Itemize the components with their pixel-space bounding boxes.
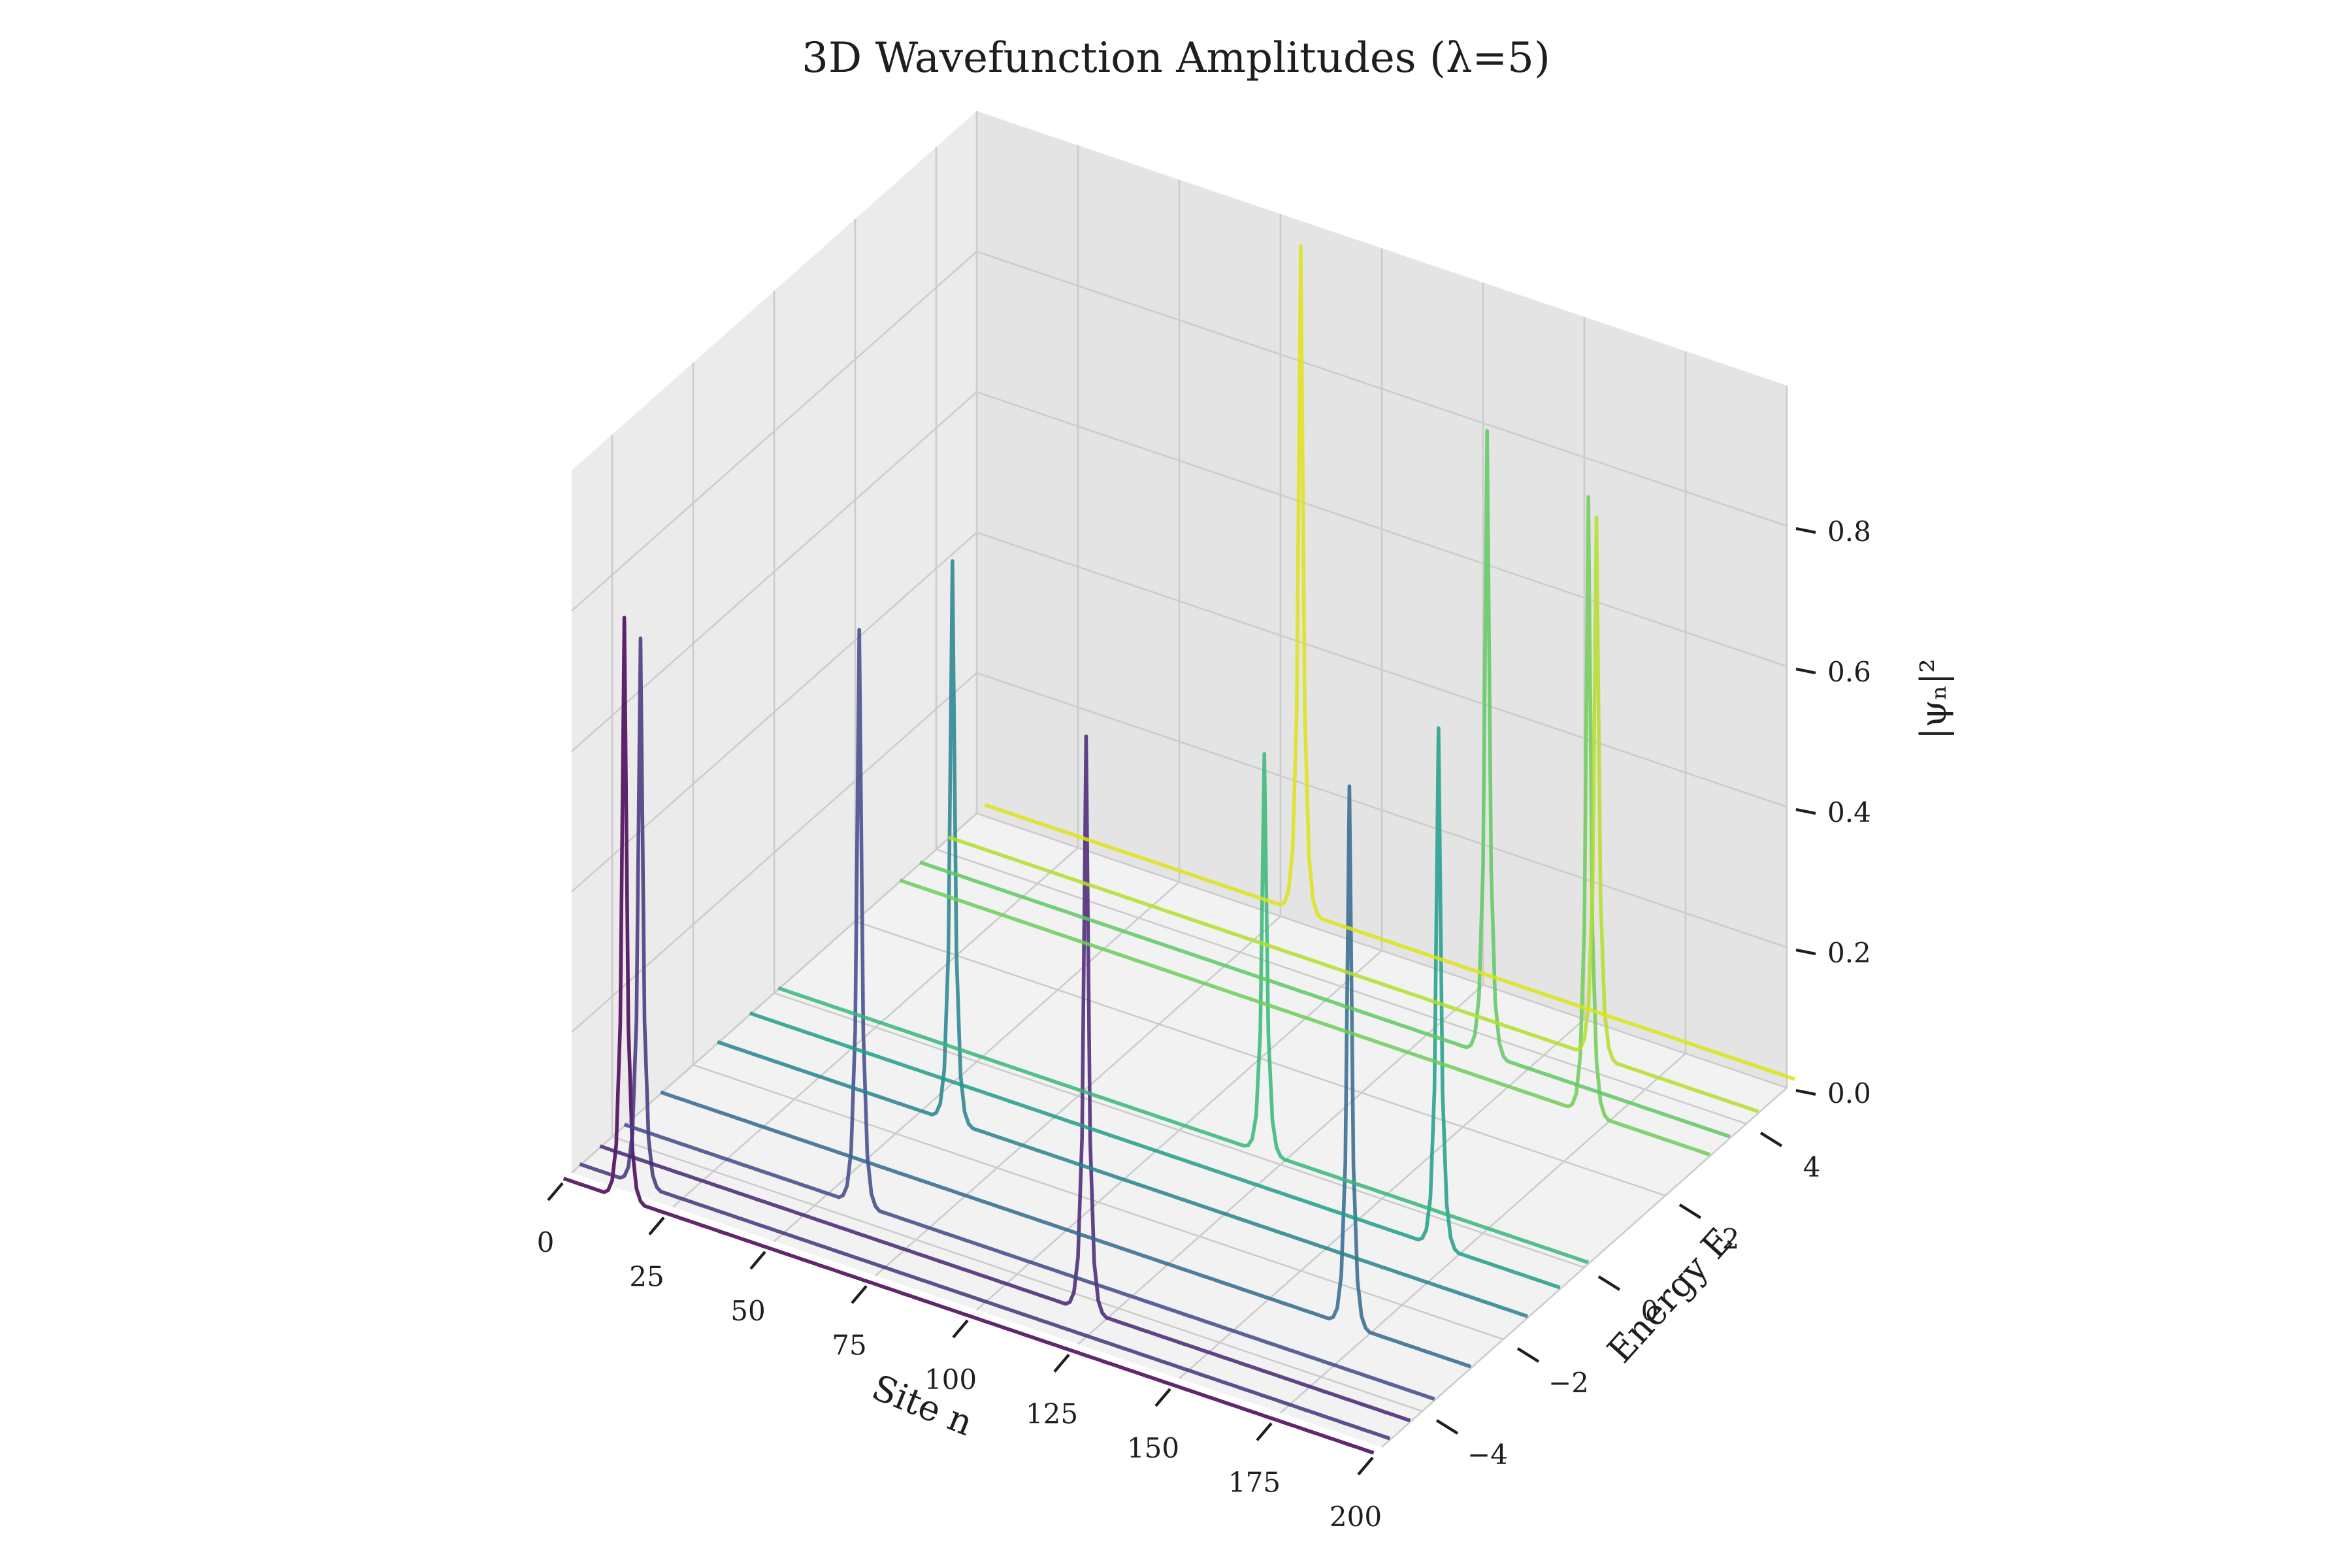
axis-ticks bbox=[547, 527, 1816, 1476]
series-line bbox=[717, 559, 1529, 1318]
x-tick-label: 125 bbox=[1026, 1398, 1078, 1430]
z-tick bbox=[1795, 948, 1816, 956]
x-tick bbox=[1256, 1422, 1273, 1441]
grid-line-z-back bbox=[976, 812, 1788, 1089]
x-tick bbox=[749, 1250, 766, 1270]
grid-line-z-left bbox=[571, 813, 977, 1173]
x-tick bbox=[1154, 1388, 1171, 1407]
grid-line-z-back bbox=[976, 391, 1788, 668]
grid-line-z-back bbox=[976, 672, 1788, 949]
series-line bbox=[984, 244, 1796, 1081]
y-tick-label: −4 bbox=[1467, 1439, 1508, 1471]
tick-labels: 0 25 50 75 100 125 150 175 200 −4 −2 0 2 4 0.0 0.2 0.4 0.… bbox=[537, 515, 1871, 1533]
series-line bbox=[599, 734, 1411, 1422]
x-tick-label: 100 bbox=[924, 1364, 977, 1396]
z-tick-label: 0.8 bbox=[1827, 515, 1871, 547]
y-tick bbox=[1516, 1347, 1540, 1363]
z-tick-label: 0.2 bbox=[1827, 937, 1871, 969]
x-tick-label: 175 bbox=[1228, 1467, 1281, 1499]
x-tick bbox=[648, 1217, 665, 1235]
y-tick-label: 4 bbox=[1803, 1151, 1821, 1183]
series-line bbox=[660, 784, 1472, 1369]
y-tick bbox=[1597, 1275, 1621, 1291]
z-tick-label: 0.0 bbox=[1827, 1077, 1871, 1109]
y-axis-label: Energy E bbox=[1599, 1220, 1741, 1371]
series-line bbox=[623, 627, 1435, 1401]
x-tick-label: 75 bbox=[832, 1330, 866, 1362]
y-tick bbox=[1435, 1419, 1459, 1435]
z-tick bbox=[1795, 667, 1816, 675]
grid-line-z-left bbox=[571, 672, 977, 1033]
z-tick bbox=[1795, 527, 1816, 534]
y-tick bbox=[1759, 1132, 1783, 1147]
x-tick bbox=[1053, 1354, 1070, 1373]
grid-line-y-floor bbox=[693, 1064, 1504, 1341]
y-tick-label: −2 bbox=[1548, 1367, 1589, 1399]
z-tick bbox=[1795, 1088, 1816, 1096]
series-line bbox=[777, 752, 1590, 1264]
z-tick-label: 0.4 bbox=[1827, 796, 1871, 828]
grid-line-z-back bbox=[976, 250, 1788, 527]
x-tick bbox=[851, 1285, 868, 1304]
grid-line-z-left bbox=[571, 251, 977, 612]
grid-line-z-back bbox=[976, 531, 1788, 808]
series-line bbox=[947, 515, 1759, 1113]
series-line bbox=[749, 726, 1561, 1290]
x-tick-label: 0 bbox=[537, 1226, 555, 1258]
x-tick-label: 25 bbox=[629, 1261, 664, 1293]
x-tick bbox=[547, 1182, 564, 1201]
grid-line-y-floor bbox=[612, 1135, 1423, 1413]
x-tick bbox=[952, 1319, 969, 1339]
x-tick-label: 200 bbox=[1330, 1501, 1382, 1533]
y-tick-label: 0 bbox=[1641, 1295, 1659, 1327]
z-tick bbox=[1795, 808, 1816, 815]
z-axis-label: |ψₙ|² bbox=[1913, 659, 1954, 740]
z-tick-label: 0.6 bbox=[1827, 656, 1871, 688]
x-tick bbox=[1357, 1456, 1374, 1476]
series-line bbox=[919, 429, 1731, 1139]
series-line bbox=[899, 495, 1711, 1156]
chart-title: 3D Wavefunction Amplitudes (λ=5) bbox=[802, 34, 1550, 82]
y-tick bbox=[1678, 1203, 1702, 1219]
y-tick-label: 2 bbox=[1722, 1223, 1740, 1255]
series-line bbox=[579, 636, 1391, 1441]
x-tick-label: 150 bbox=[1127, 1432, 1179, 1464]
x-tick-label: 50 bbox=[730, 1295, 765, 1327]
grid-line-y-floor bbox=[936, 848, 1747, 1125]
series-line bbox=[563, 615, 1375, 1455]
series-lines bbox=[563, 244, 1796, 1455]
